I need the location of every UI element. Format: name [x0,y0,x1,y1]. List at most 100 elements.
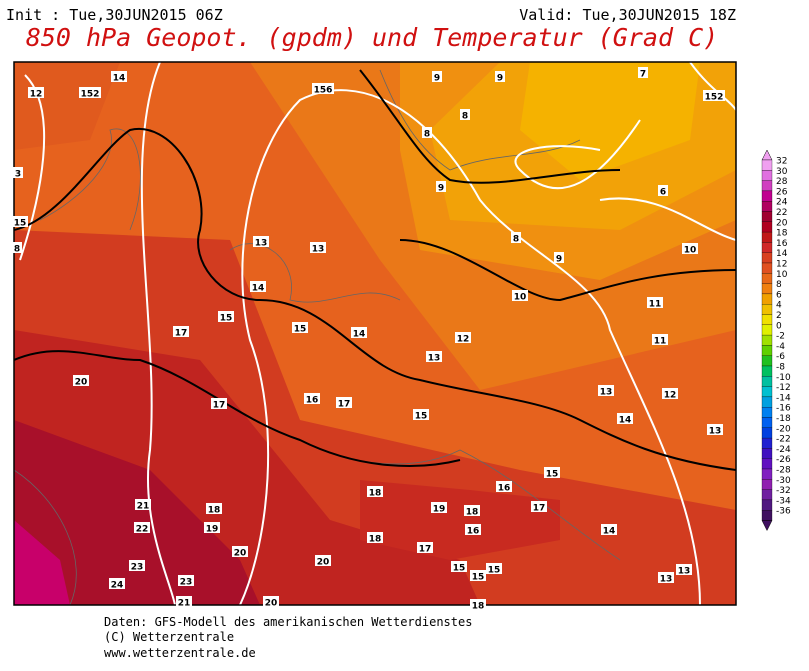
label-box [134,522,150,533]
map-label: 15 [546,470,559,480]
map-label: 23 [180,578,193,588]
label-box [422,127,432,138]
footer-line: (C) Wetterzentrale [104,630,234,644]
colorbar-label: 4 [776,301,782,311]
map-label: 8 [424,130,430,140]
colorbar-swatch [761,479,773,490]
map-label: 152 [705,93,724,103]
map-label: 12 [664,391,677,401]
label-box [464,505,480,516]
map-label: 7 [640,70,646,80]
map: 14 12 152 156 9 9 7 152 8 8 3 9 6 15 8 13 13 8 9 10 14 10 11 15… [12,61,737,612]
colorbar-label: 10 [776,270,788,280]
map-label: 11 [649,300,662,310]
colorbar-label: 14 [776,249,788,259]
colorbar-swatch [761,293,773,305]
colorbar-swatch [761,314,773,325]
colorbar-swatch [761,252,773,264]
valid-time: Valid: Tue,30JUN2015 18Z [519,6,736,24]
colorbar-swatch [761,273,773,284]
label-box [703,90,725,101]
map-label: 17 [213,401,226,411]
label-box [662,388,678,399]
map-label: 21 [178,599,191,609]
map-label: 19 [433,505,446,515]
colorbar-swatch [761,221,773,233]
label-box [129,560,145,571]
map-label: 3 [15,170,21,180]
colorbar-swatch [761,231,773,243]
colorbar-swatch [761,468,773,480]
map-label: 9 [438,184,444,194]
map-label: 14 [113,74,126,84]
map-label: 20 [234,549,247,559]
label-box [460,109,470,120]
colorbar-label: -20 [776,424,791,434]
label-box [658,572,674,583]
colorbar-swatch [761,458,773,470]
map-label: 15 [415,412,428,422]
map-label: 17 [533,504,546,514]
map-label: 18 [208,506,221,516]
colorbar-swatch [761,417,773,428]
map-label: 9 [556,255,562,265]
colorbar-swatch [761,396,773,408]
colorbar-label: 24 [776,198,788,208]
colorbar-swatch [761,304,773,315]
label-box [253,236,269,247]
map-label: 20 [75,378,88,388]
map-label: 15 [14,219,27,229]
colorbar-label: 16 [776,239,788,249]
colorbar-swatch [761,489,773,501]
colorbar-label: 32 [776,157,787,167]
colorbar-swatch [761,211,773,222]
label-box [111,71,127,82]
label-box [617,413,633,424]
footer-line: Daten: GFS-Modell des amerikanischen Wet… [104,615,472,629]
label-box [351,327,367,338]
map-label: 13 [255,239,268,249]
map-title: 850 hPa Geopot. (gpdm) und Temperatur (G… [26,23,718,52]
label-box [432,71,442,82]
label-box [13,167,23,178]
label-box [486,563,502,574]
map-label: 16 [498,484,511,494]
map-label: 18 [369,535,382,545]
colorbar-label: -8 [776,363,785,373]
label-box [658,185,668,196]
label-box [436,181,446,192]
colorbar-label: 12 [776,260,787,270]
colorbar-swatch [761,242,773,253]
map-label: 8 [513,235,519,245]
map-label: 13 [600,388,613,398]
label-box [511,232,521,243]
label-box [470,599,486,610]
colorbar-swatch [761,283,773,295]
colorbar-swatch [761,334,773,346]
map-label: 17 [338,400,351,410]
colorbar-swatch [761,324,773,336]
label-box [79,87,101,98]
colorbar-swatch [761,159,773,171]
colorbar-label: -4 [776,342,785,352]
map-label: 14 [353,330,366,340]
map-frame [13,61,737,606]
label-box [310,242,326,253]
colorbar-tip [761,520,773,532]
colorbar-label: -36 [776,507,791,517]
map-label: 23 [131,563,144,573]
map-label: 15 [453,564,466,574]
map-label: 18 [466,508,479,518]
colorbar-swatch [761,170,773,181]
map-label: 13 [660,575,673,585]
label-box [495,71,505,82]
map-label: 14 [252,284,265,294]
footer-line: www.wetterzentrale.de [104,646,256,660]
label-box [431,502,447,513]
colorbar-label: 26 [776,187,788,197]
label-box [176,596,192,607]
label-box [263,596,279,607]
colorbar-label: 18 [776,229,788,239]
colorbar-tip [761,149,773,161]
label-box [465,524,481,535]
